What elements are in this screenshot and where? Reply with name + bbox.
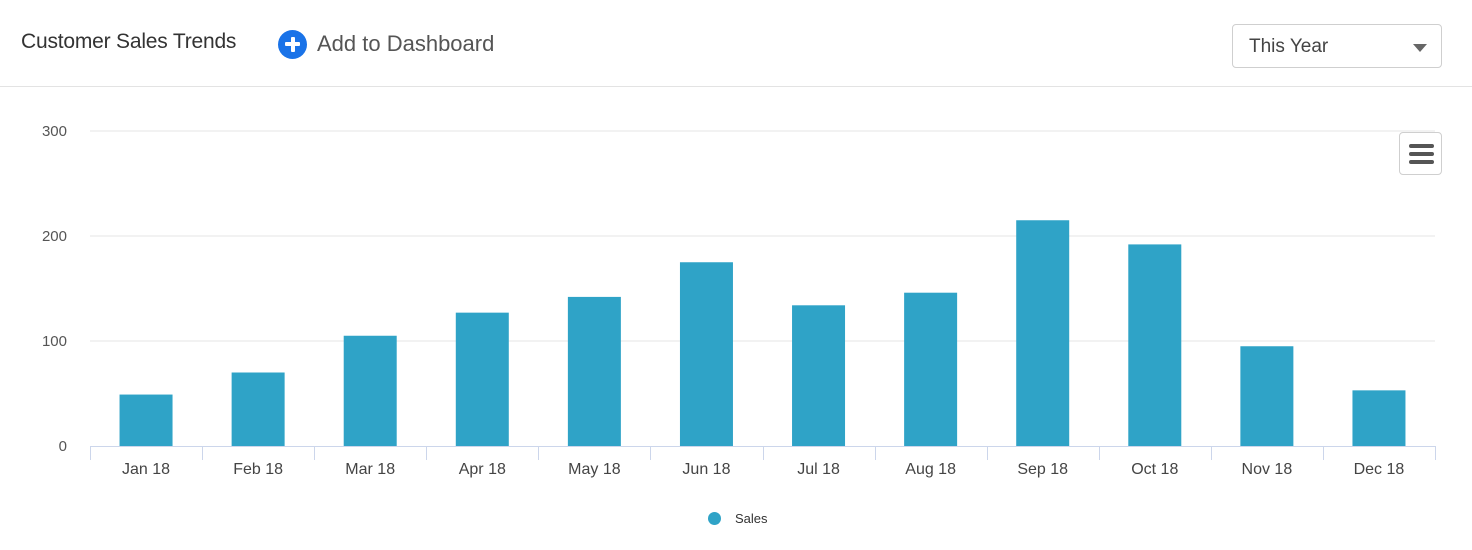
x-tick-label: Nov 18 <box>1242 461 1293 478</box>
x-tick-label: Oct 18 <box>1131 461 1178 478</box>
bar-sep-18[interactable] <box>1016 220 1070 446</box>
legend-item-sales[interactable]: Sales <box>708 509 768 527</box>
x-tick-label: Apr 18 <box>459 461 506 478</box>
legend-label: Sales <box>735 510 768 526</box>
legend-swatch <box>708 511 721 525</box>
bar-feb-18[interactable] <box>231 372 285 447</box>
x-tick-label: May 18 <box>568 461 621 478</box>
bar-aug-18[interactable] <box>904 292 958 446</box>
y-tick-label: 300 <box>42 123 67 140</box>
bar-apr-18[interactable] <box>455 312 509 446</box>
bar-jul-18[interactable] <box>792 305 846 446</box>
bar-oct-18[interactable] <box>1128 244 1182 446</box>
x-tick-label: Mar 18 <box>345 461 395 478</box>
x-tick-label: Jul 18 <box>797 461 840 478</box>
grid-lines <box>90 130 1435 342</box>
date-range-select[interactable]: This Year <box>1232 24 1442 68</box>
x-tick-label: Aug 18 <box>905 461 956 478</box>
x-tick-label: Dec 18 <box>1354 461 1405 478</box>
plus-circle-icon[interactable] <box>278 29 307 59</box>
bar-nov-18[interactable] <box>1240 346 1294 446</box>
x-tick-label: Jan 18 <box>122 461 170 478</box>
x-tick-label: Jun 18 <box>682 461 730 478</box>
chart-menu-button[interactable] <box>1399 132 1442 175</box>
bar-mar-18[interactable] <box>343 335 397 446</box>
bar-jan-18[interactable] <box>119 394 173 446</box>
y-tick-label: 0 <box>59 438 67 455</box>
add-to-dashboard-label[interactable]: Add to Dashboard <box>317 31 495 56</box>
y-tick-label: 100 <box>42 333 67 350</box>
bars <box>119 220 1406 447</box>
add-to-dashboard-button[interactable]: Add to Dashboard <box>278 29 494 59</box>
y-tick-label: 200 <box>42 228 67 245</box>
hamburger-menu-icon[interactable] <box>1409 144 1434 164</box>
caret-down-icon[interactable] <box>1413 44 1427 52</box>
x-axis <box>90 446 1436 460</box>
y-axis-ticks: 0 100 200 300 <box>42 123 67 455</box>
sales-bar-chart: 0 100 200 300 Jan 18 Feb 18 Mar 18 Apr 18 May 1… <box>42 123 1436 478</box>
bar-dec-18[interactable] <box>1352 390 1406 446</box>
bar-jun-18[interactable] <box>679 262 733 446</box>
header-bar: Customer Sales Trends Add to Dashboard T… <box>0 0 1472 87</box>
date-range-value[interactable]: This Year <box>1249 36 1329 57</box>
x-tick-label: Feb 18 <box>233 461 283 478</box>
x-tick-label: Sep 18 <box>1017 461 1068 478</box>
x-axis-ticks: Jan 18 Feb 18 Mar 18 Apr 18 May 18 Jun 18 Jul … <box>122 461 1404 478</box>
page-title: Customer Sales Trends <box>21 30 237 53</box>
bar-may-18[interactable] <box>567 296 621 446</box>
